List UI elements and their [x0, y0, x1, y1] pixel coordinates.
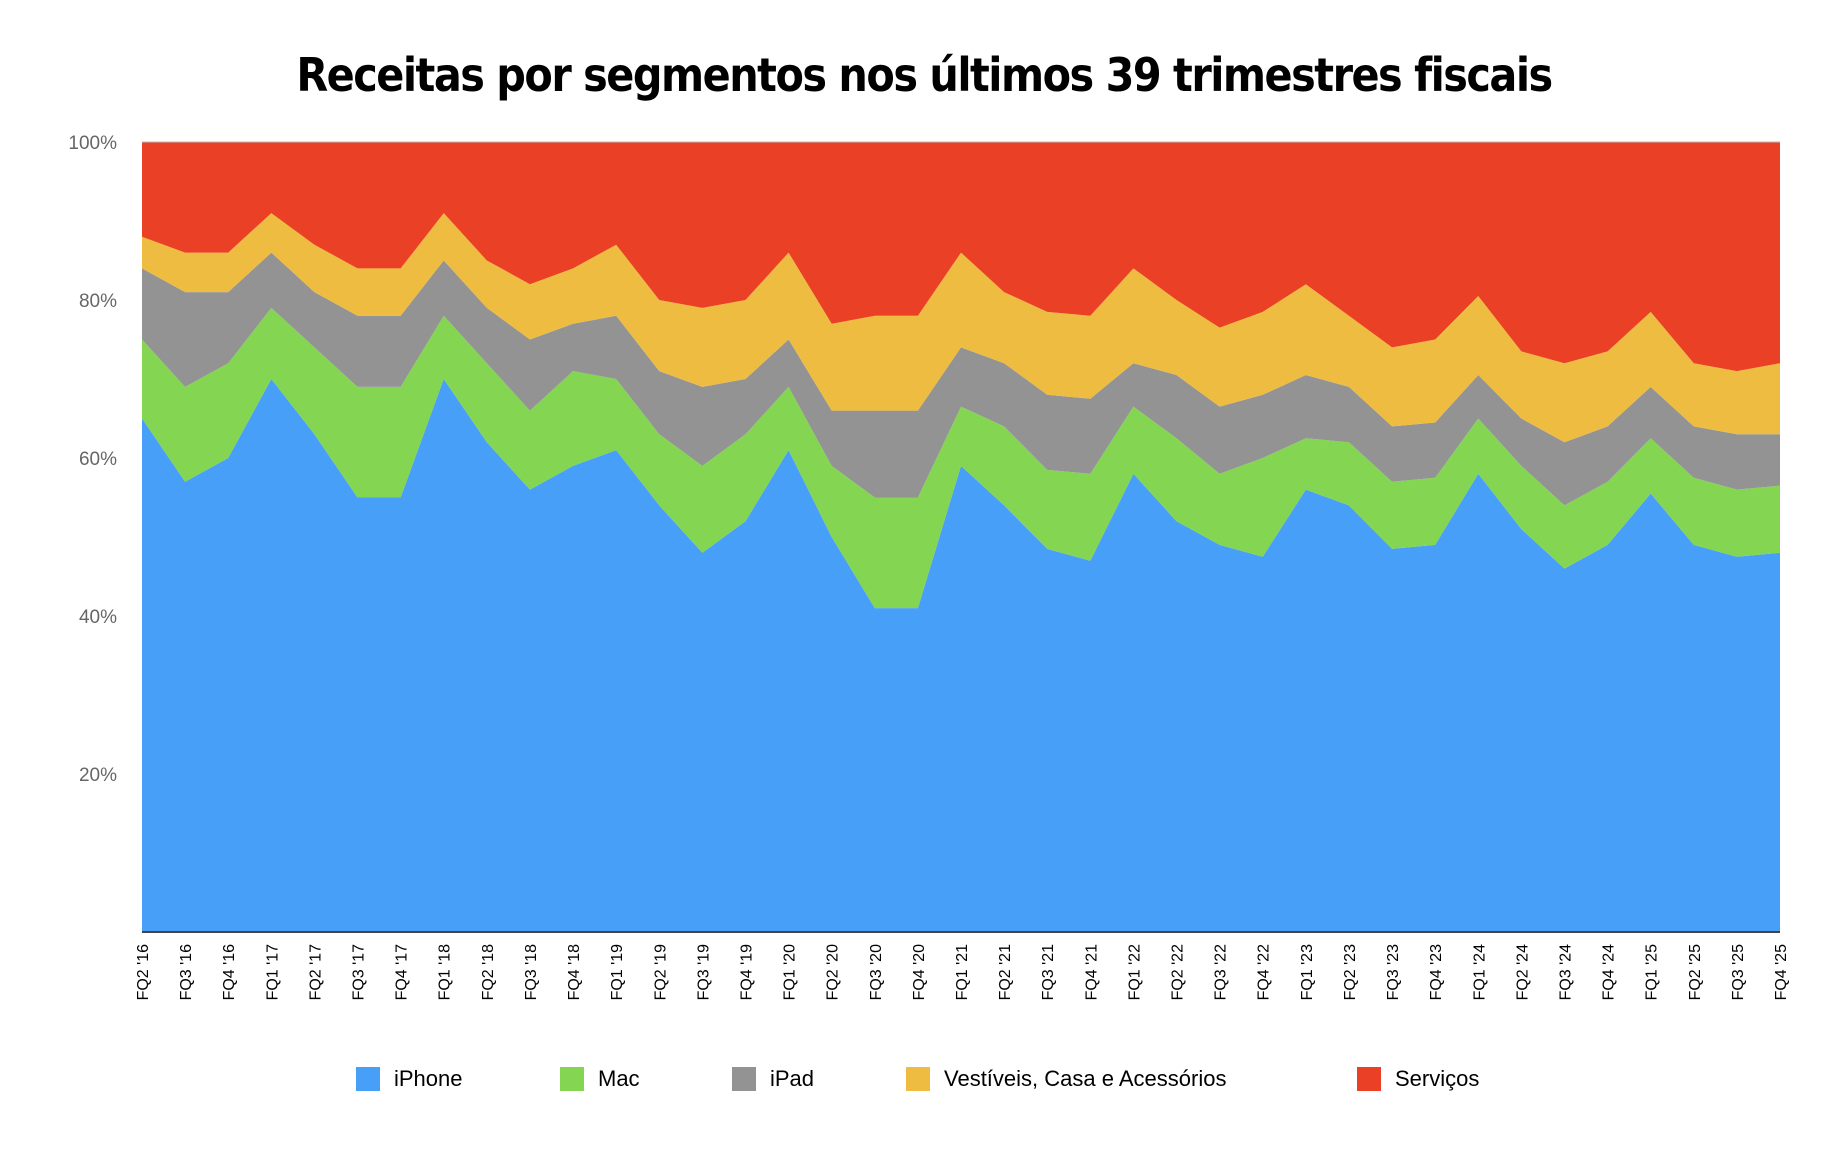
legend-swatch [732, 1067, 756, 1091]
x-tick-label: FQ2 '20 [825, 944, 842, 1001]
legend-swatch [906, 1067, 930, 1091]
legend: iPhone Mac iPad Vestíveis, Casa e Acessório… [0, 1066, 1848, 1096]
legend-item: Serviços [1357, 1066, 1479, 1092]
x-tick-label: FQ4 '21 [1083, 944, 1100, 1001]
area-servi-os [142, 142, 1780, 372]
x-tick-label: FQ3 '20 [868, 944, 885, 1001]
x-tick-label: FQ3 '22 [1213, 944, 1230, 1001]
x-tick-label: FQ2 '19 [652, 944, 669, 1001]
legend-item: Mac [560, 1066, 640, 1092]
y-tick-label: 80% [79, 291, 117, 312]
x-tick-label: FQ3 '25 [1730, 944, 1747, 1001]
x-tick-label: FQ2 '22 [1170, 944, 1187, 1001]
x-tick-label: FQ1 '18 [437, 944, 454, 1001]
x-tick-label: FQ3 '17 [351, 944, 368, 1001]
y-tick-label: 60% [79, 449, 117, 470]
legend-item: iPhone [356, 1066, 463, 1092]
chart-title: Receitas por segmentos nos últimos 39 tr… [296, 48, 1553, 102]
legend-label: iPhone [394, 1066, 463, 1091]
y-tick-label: 20% [79, 765, 117, 786]
x-tick-label: FQ3 '19 [695, 944, 712, 1001]
legend-label: Serviços [1395, 1066, 1480, 1091]
x-tick-label: FQ4 '24 [1601, 944, 1618, 1001]
x-tick-label: FQ1 '22 [1126, 944, 1143, 1001]
x-tick-label: FQ4 '16 [221, 944, 238, 1001]
x-tick-label: FQ3 '16 [178, 944, 195, 1001]
legend-swatch [356, 1067, 380, 1091]
x-tick-label: FQ4 '17 [394, 944, 411, 1001]
y-tick-label: 100% [68, 133, 117, 154]
x-tick-label: FQ1 '17 [264, 944, 281, 1001]
y-tick-label: 40% [79, 607, 117, 628]
x-tick-label: FQ3 '21 [1040, 944, 1057, 1001]
legend-swatch [1357, 1067, 1381, 1091]
x-tick-label: FQ3 '18 [523, 944, 540, 1001]
x-tick-label: FQ2 '21 [997, 944, 1014, 1001]
x-tick-label: FQ4 '25 [1773, 944, 1790, 1001]
x-tick-label: FQ4 '23 [1428, 944, 1445, 1001]
x-tick-label: FQ2 '24 [1514, 944, 1531, 1001]
x-tick-label: FQ2 '17 [307, 944, 324, 1001]
x-tick-label: FQ4 '18 [566, 944, 583, 1001]
area-ipad [142, 252, 1780, 506]
x-tick-label: FQ1 '19 [609, 944, 626, 1001]
x-tick-label: FQ1 '25 [1644, 944, 1661, 1001]
legend-label: Mac [598, 1066, 640, 1091]
x-tick-label: FQ4 '20 [911, 944, 928, 1001]
x-tick-label: FQ3 '23 [1385, 944, 1402, 1001]
x-tick-label: FQ1 '21 [954, 944, 971, 1001]
legend-label: iPad [770, 1066, 815, 1091]
legend-label: Vestíveis, Casa e Acessórios [944, 1066, 1227, 1091]
x-tick-label: FQ2 '25 [1687, 944, 1704, 1001]
x-tick-label: FQ2 '16 [135, 944, 152, 1001]
x-tick-label: FQ3 '24 [1557, 944, 1574, 1001]
x-tick-label: FQ2 '23 [1342, 944, 1359, 1001]
legend-swatch [560, 1067, 584, 1091]
x-tick-label: FQ1 '24 [1471, 944, 1488, 1001]
area-iphone [142, 379, 1780, 932]
area-mac [142, 307, 1780, 609]
area-vest-veis-casa-e-acess-rios [142, 213, 1780, 443]
x-tick-label: FQ4 '19 [738, 944, 755, 1001]
legend-item: Vestíveis, Casa e Acessórios [906, 1066, 1226, 1092]
x-tick-label: FQ2 '18 [480, 944, 497, 1001]
x-tick-label: FQ1 '20 [782, 944, 799, 1001]
x-tick-label: FQ1 '23 [1299, 944, 1316, 1001]
legend-item: iPad [732, 1066, 814, 1092]
x-tick-label: FQ4 '22 [1256, 944, 1273, 1001]
